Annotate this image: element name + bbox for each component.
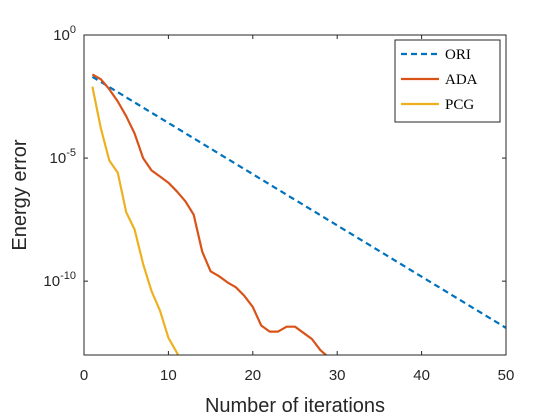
y-axis-label: Energy error: [9, 139, 31, 250]
y-tick-label: 100: [53, 24, 76, 44]
series-line-ori: [91, 75, 506, 329]
series-line-pcg: [91, 86, 180, 355]
x-tick-label: 50: [498, 367, 515, 384]
x-tick-label: 30: [329, 367, 346, 384]
series-line-ada: [91, 73, 328, 355]
legend-label-ori: ORI: [445, 47, 471, 63]
x-tick-label: 20: [244, 367, 261, 384]
series-layer: [91, 73, 506, 355]
legend-label-pcg: PCG: [445, 97, 474, 113]
axes-box: [83, 34, 507, 356]
x-tick-label: 0: [80, 367, 88, 384]
legend-label-ada: ADA: [445, 72, 478, 88]
legend: ORI ADA PCG: [394, 39, 501, 123]
x-tick-label: 10: [160, 367, 177, 384]
y-tick-label: 10-5: [50, 147, 76, 167]
y-tick-label: 10-10: [43, 270, 76, 290]
x-tick-label: 40: [413, 367, 430, 384]
x-axis-label: Number of iterations: [205, 395, 385, 417]
tick-layer: 0 10 20 30 40 50 100 10-5 10-10: [43, 24, 514, 384]
